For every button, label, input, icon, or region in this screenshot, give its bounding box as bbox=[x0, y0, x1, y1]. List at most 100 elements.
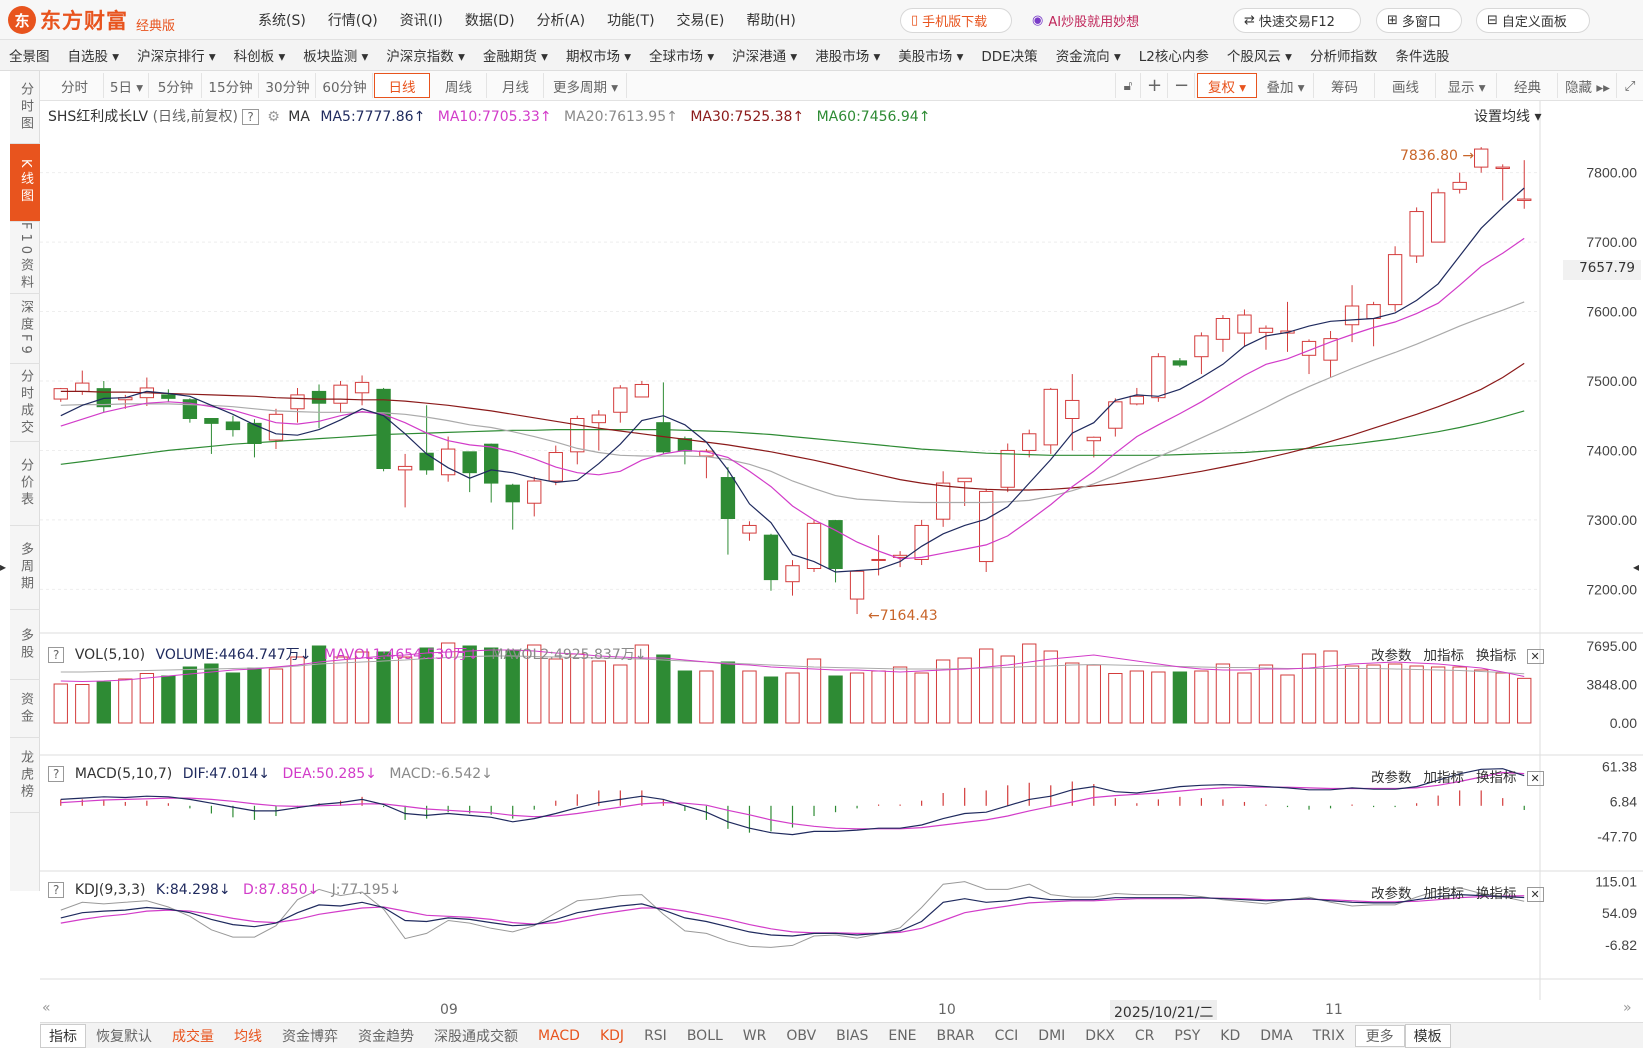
candle[interactable] bbox=[806, 519, 822, 572]
period-tab-9[interactable]: 更多周期 ▾ bbox=[545, 73, 627, 98]
nav-item-0[interactable]: 全景图 bbox=[9, 49, 50, 65]
indicator-tab-20[interactable]: PSY bbox=[1174, 1027, 1201, 1044]
candle[interactable] bbox=[591, 410, 606, 451]
period-tab-4[interactable]: 30分钟 bbox=[260, 73, 316, 98]
candle[interactable] bbox=[1172, 358, 1188, 368]
candle[interactable] bbox=[376, 387, 391, 472]
candle[interactable] bbox=[1517, 160, 1532, 209]
period-tab-6[interactable]: 日线 bbox=[374, 73, 430, 98]
macd-close-icon[interactable]: ✕ bbox=[1526, 771, 1544, 786]
candle[interactable] bbox=[1237, 309, 1252, 347]
set-ma-dropdown[interactable]: 设置均线 ▾ bbox=[1474, 109, 1542, 125]
mobile-download-button[interactable]: ▯ 手机版下载 bbox=[900, 8, 1012, 33]
candle[interactable] bbox=[484, 443, 499, 503]
indicator-tab-11[interactable]: WR bbox=[742, 1027, 767, 1044]
candle[interactable] bbox=[785, 560, 800, 596]
indicator-tab-7[interactable]: MACD bbox=[538, 1027, 580, 1044]
sidebar-item-1[interactable]: K线图 bbox=[10, 144, 40, 222]
candle[interactable] bbox=[1086, 436, 1101, 458]
indicator-tab-2[interactable]: 成交量 bbox=[172, 1028, 214, 1045]
menu-item-1[interactable]: 行情(Q) bbox=[327, 13, 378, 29]
sidebar-item-5[interactable]: 分价表 bbox=[10, 442, 40, 526]
sidebar-item-2[interactable]: F10资料 bbox=[10, 222, 40, 294]
nav-item-14[interactable]: L2核心内参 bbox=[1138, 49, 1209, 65]
candle[interactable] bbox=[96, 381, 111, 413]
kline-chart[interactable]: 7800.00 7700.00 7600.00 7500.00 7400.00 7300.… bbox=[40, 101, 1643, 1000]
settings-gear-icon[interactable]: ⚙ bbox=[267, 109, 280, 125]
nav-item-11[interactable]: 美股市场 ▾ bbox=[898, 49, 964, 65]
candle[interactable] bbox=[613, 385, 628, 423]
indicator-tab-9[interactable]: RSI bbox=[644, 1027, 667, 1044]
vol-switch-indicator-button[interactable]: 换指标 bbox=[1476, 648, 1517, 664]
nav-item-6[interactable]: 金融期货 ▾ bbox=[482, 49, 548, 65]
menu-item-7[interactable]: 帮助(H) bbox=[746, 13, 796, 29]
nav-item-13[interactable]: 资金流向 ▾ bbox=[1055, 49, 1121, 65]
indicator-tab-0[interactable]: 指标 bbox=[40, 1023, 86, 1048]
period-tab-1[interactable]: 5日 ▾ bbox=[105, 73, 149, 98]
candle[interactable] bbox=[1366, 301, 1381, 347]
candle[interactable] bbox=[570, 415, 585, 465]
candle[interactable] bbox=[397, 453, 413, 508]
candle[interactable] bbox=[828, 519, 843, 583]
kdj-help-icon[interactable]: ? bbox=[48, 882, 65, 898]
indicator-tab-18[interactable]: DKX bbox=[1085, 1027, 1115, 1044]
scroll-right-icon[interactable]: » bbox=[1623, 1000, 1632, 1016]
candle[interactable] bbox=[1043, 387, 1058, 454]
nav-item-9[interactable]: 沪深港通 ▾ bbox=[732, 49, 798, 65]
period-tab-3[interactable]: 15分钟 bbox=[203, 73, 259, 98]
candle[interactable] bbox=[1387, 246, 1403, 312]
left-collapse-icon[interactable]: ▸ bbox=[0, 560, 7, 574]
candle[interactable] bbox=[742, 521, 757, 541]
nav-item-3[interactable]: 科创板 ▾ bbox=[233, 49, 286, 65]
kdj-close-icon[interactable]: ✕ bbox=[1526, 887, 1544, 902]
display-dropdown[interactable]: 显示 ▾ bbox=[1437, 73, 1497, 98]
indicator-tab-22[interactable]: DMA bbox=[1260, 1027, 1293, 1044]
candle[interactable] bbox=[290, 387, 305, 423]
sidebar-item-7[interactable]: 多股 bbox=[10, 610, 40, 680]
candle[interactable] bbox=[1215, 315, 1231, 352]
candle[interactable] bbox=[1258, 325, 1274, 350]
vol-help-icon[interactable]: ? bbox=[48, 647, 65, 663]
kdj-params-button[interactable]: 改参数 bbox=[1371, 886, 1412, 902]
candle[interactable] bbox=[182, 398, 198, 423]
indicator-tab-17[interactable]: DMI bbox=[1038, 1027, 1066, 1044]
candle[interactable] bbox=[333, 381, 348, 413]
candle[interactable] bbox=[1000, 443, 1015, 493]
zoom-out-icon[interactable]: − bbox=[1169, 73, 1195, 98]
candle[interactable] bbox=[247, 419, 262, 458]
nav-item-12[interactable]: DDE决策 bbox=[981, 49, 1038, 65]
candle[interactable] bbox=[1409, 207, 1424, 263]
candle[interactable] bbox=[1022, 429, 1037, 458]
sidebar-item-4[interactable]: 分时成交 bbox=[10, 364, 40, 442]
nav-item-7[interactable]: 期权市场 ▾ bbox=[565, 49, 632, 65]
candle[interactable] bbox=[1280, 301, 1295, 352]
candle[interactable] bbox=[440, 436, 456, 482]
candle[interactable] bbox=[53, 387, 68, 402]
menu-item-2[interactable]: 资讯(I) bbox=[399, 13, 443, 29]
help-icon[interactable]: ? bbox=[242, 109, 259, 125]
candle[interactable] bbox=[225, 415, 241, 437]
classic-button[interactable]: 经典 bbox=[1498, 73, 1558, 98]
candle[interactable] bbox=[1129, 387, 1145, 406]
nav-item-1[interactable]: 自选股 ▾ bbox=[67, 49, 120, 65]
nav-item-5[interactable]: 沪深京指数 ▾ bbox=[386, 49, 465, 65]
candle[interactable] bbox=[1495, 164, 1510, 201]
vol-params-button[interactable]: 改参数 bbox=[1371, 648, 1412, 664]
indicator-tab-13[interactable]: BIAS bbox=[836, 1027, 869, 1044]
indicator-tab-8[interactable]: KDJ bbox=[599, 1027, 625, 1044]
candle[interactable] bbox=[957, 477, 972, 506]
expand-icon[interactable]: ⤢ bbox=[1624, 77, 1636, 94]
period-tab-0[interactable]: 分时 bbox=[46, 73, 104, 98]
indicator-tab-19[interactable]: CR bbox=[1134, 1027, 1155, 1044]
candle[interactable] bbox=[462, 451, 477, 493]
indicator-tab-1[interactable]: 恢复默认 bbox=[96, 1028, 152, 1045]
candle[interactable] bbox=[763, 533, 779, 591]
candle[interactable] bbox=[634, 381, 650, 398]
draw-line-button[interactable]: 画线 bbox=[1376, 73, 1436, 98]
nav-item-15[interactable]: 个股风云 ▾ bbox=[1226, 49, 1292, 65]
candle[interactable] bbox=[979, 488, 994, 572]
macd-params-button[interactable]: 改参数 bbox=[1371, 770, 1412, 786]
candle[interactable] bbox=[1108, 398, 1123, 437]
indicator-tab-10[interactable]: BOLL bbox=[686, 1027, 723, 1044]
multi-window-button[interactable]: ⊞ 多窗口 bbox=[1376, 8, 1462, 33]
